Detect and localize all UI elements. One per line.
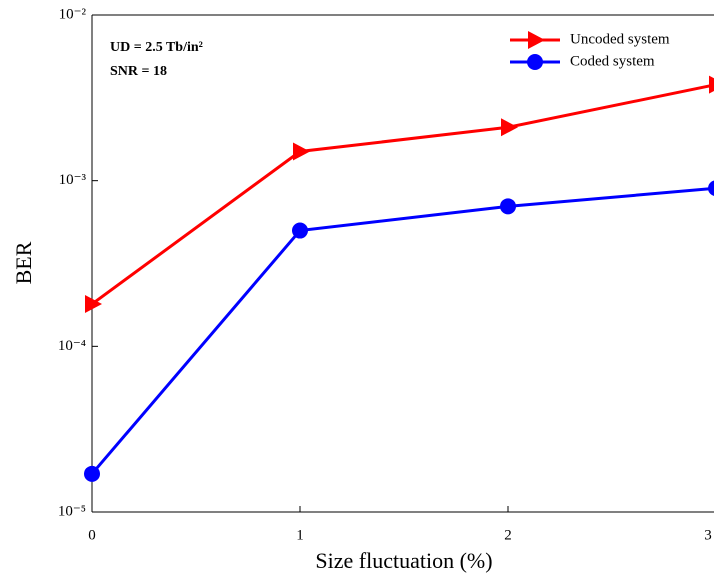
marker (501, 118, 518, 136)
marker (293, 142, 310, 160)
x-tick-label: 0 (88, 527, 96, 543)
y-tick-label: 10⁻³ (59, 172, 87, 188)
x-axis-label: Size fluctuation (%) (315, 548, 492, 573)
series-line (92, 85, 714, 304)
marker (709, 76, 714, 94)
annotation: SNR = 18 (110, 64, 167, 79)
y-tick-label: 10⁻⁴ (58, 338, 86, 354)
annotation: UD = 2.5 Tb/in² (110, 40, 203, 55)
chart: Size fluctuation (%) BER UD = 2.5 Tb/in²… (0, 0, 714, 579)
marker (527, 54, 543, 70)
x-tick-label: 1 (296, 527, 304, 543)
marker (292, 223, 308, 239)
series-line (92, 188, 714, 474)
legend-label: Coded system (570, 53, 655, 69)
marker (84, 466, 100, 482)
marker (500, 198, 516, 214)
marker (528, 31, 545, 49)
x-tick-label: 3 (704, 527, 712, 543)
legend-label: Uncoded system (570, 31, 670, 47)
marker (708, 180, 714, 196)
y-tick-label: 10⁻⁵ (58, 503, 86, 519)
y-tick-label: 10⁻² (59, 6, 87, 22)
y-axis-label: BER (11, 241, 36, 284)
x-tick-label: 2 (504, 527, 512, 543)
